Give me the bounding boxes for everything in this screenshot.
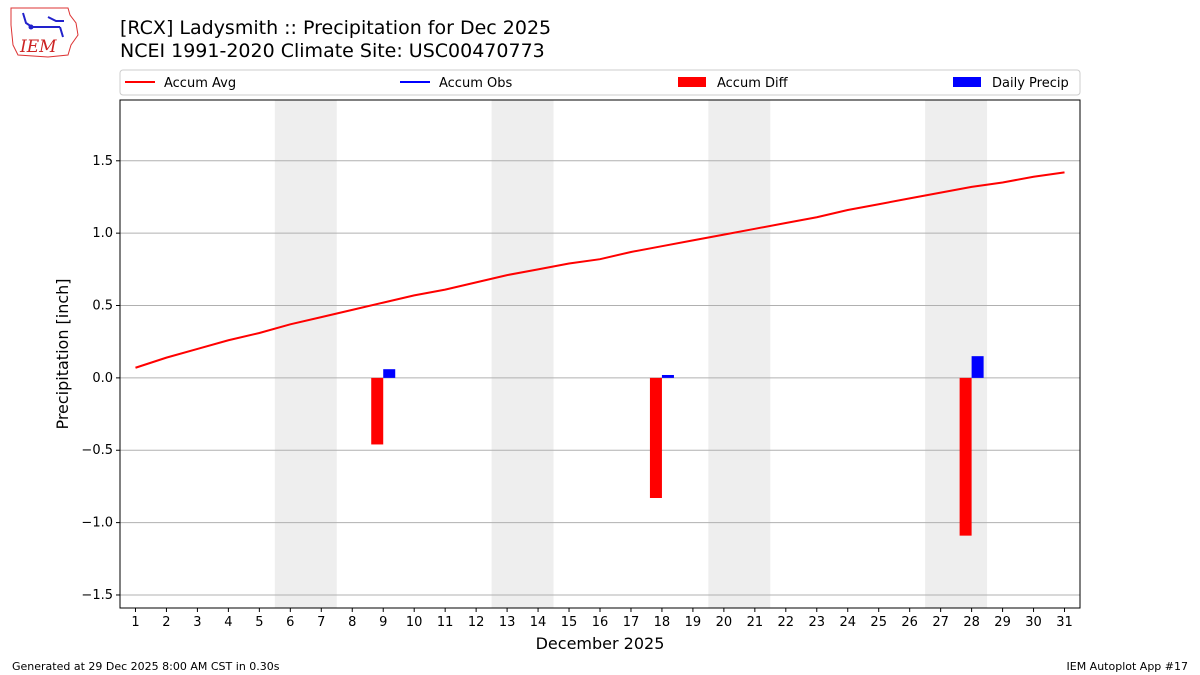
- legend-label: Accum Avg: [164, 76, 236, 91]
- bar-accum-diff: [371, 377, 384, 445]
- weekend-shade: [708, 100, 771, 608]
- x-tick-label: 27: [932, 615, 949, 630]
- bar-accum-diff: [649, 377, 662, 499]
- y-tick-label: 0.0: [92, 371, 113, 386]
- x-tick-label: 7: [317, 615, 325, 630]
- y-tick-label: 1.0: [92, 226, 113, 241]
- x-tick-label: 25: [870, 615, 887, 630]
- legend-box: [119, 69, 1081, 96]
- x-tick-label: 5: [255, 615, 263, 630]
- bar-accum-diff: [959, 377, 972, 536]
- x-tick-label: 29: [994, 615, 1011, 630]
- weekend-shade: [274, 100, 337, 608]
- footer-app: IEM Autoplot App #17: [1066, 660, 1189, 673]
- x-tick-label: 2: [162, 615, 170, 630]
- x-tick-label: 10: [406, 615, 423, 630]
- chart-title-line1: [RCX] Ladysmith :: Precipitation for Dec…: [120, 17, 552, 39]
- x-tick-label: 3: [193, 615, 201, 630]
- iem-logo: IEM: [10, 7, 79, 58]
- footer-generated: Generated at 29 Dec 2025 8:00 AM CST in …: [12, 660, 280, 673]
- x-tick-label: 26: [901, 615, 918, 630]
- x-tick-label: 6: [286, 615, 294, 630]
- weekend-shade: [925, 100, 988, 608]
- x-axis-label: December 2025: [536, 634, 665, 653]
- x-tick-label: 20: [716, 615, 733, 630]
- legend-label: Accum Obs: [439, 76, 512, 91]
- x-tick-label: 11: [437, 615, 454, 630]
- x-tick-label: 15: [561, 615, 578, 630]
- x-tick-label: 9: [379, 615, 387, 630]
- svg-text:IEM: IEM: [19, 37, 57, 57]
- x-tick-label: 16: [592, 615, 609, 630]
- y-tick-label: −0.5: [81, 443, 113, 458]
- chart-title-line2: NCEI 1991-2020 Climate Site: USC00470773: [120, 40, 545, 62]
- y-tick-label: −1.5: [81, 588, 113, 603]
- x-tick-label: 28: [963, 615, 980, 630]
- legend-label: Daily Precip: [992, 76, 1069, 91]
- x-tick-label: 1: [131, 615, 139, 630]
- y-tick-label: −1.0: [81, 516, 113, 531]
- x-tick-label: 23: [809, 615, 826, 630]
- plot-frame: [119, 99, 1081, 609]
- bar-daily-precip: [971, 356, 984, 378]
- y-tick-label: 0.5: [92, 299, 113, 314]
- x-tick-label: 14: [530, 615, 547, 630]
- y-tick-label: 1.5: [92, 154, 113, 169]
- x-tick-label: 4: [224, 615, 232, 630]
- x-tick-label: 30: [1025, 615, 1042, 630]
- legend-swatch: [678, 77, 706, 87]
- x-tick-label: 31: [1056, 615, 1073, 630]
- x-tick-label: 18: [654, 615, 671, 630]
- x-tick-label: 24: [839, 615, 856, 630]
- bar-daily-precip: [383, 369, 396, 378]
- bar-daily-precip: [661, 374, 674, 378]
- x-tick-label: 22: [778, 615, 795, 630]
- line-accum-avg: [135, 171, 1065, 369]
- y-axis-label: Precipitation [inch]: [53, 278, 72, 429]
- x-tick-label: 12: [468, 615, 485, 630]
- x-tick-label: 21: [747, 615, 764, 630]
- legend-swatch: [953, 77, 981, 87]
- weekend-shade: [491, 100, 554, 608]
- x-tick-label: 19: [685, 615, 702, 630]
- x-tick-label: 17: [623, 615, 640, 630]
- x-tick-label: 13: [499, 615, 516, 630]
- legend-label: Accum Diff: [717, 76, 789, 91]
- x-tick-label: 8: [348, 615, 356, 630]
